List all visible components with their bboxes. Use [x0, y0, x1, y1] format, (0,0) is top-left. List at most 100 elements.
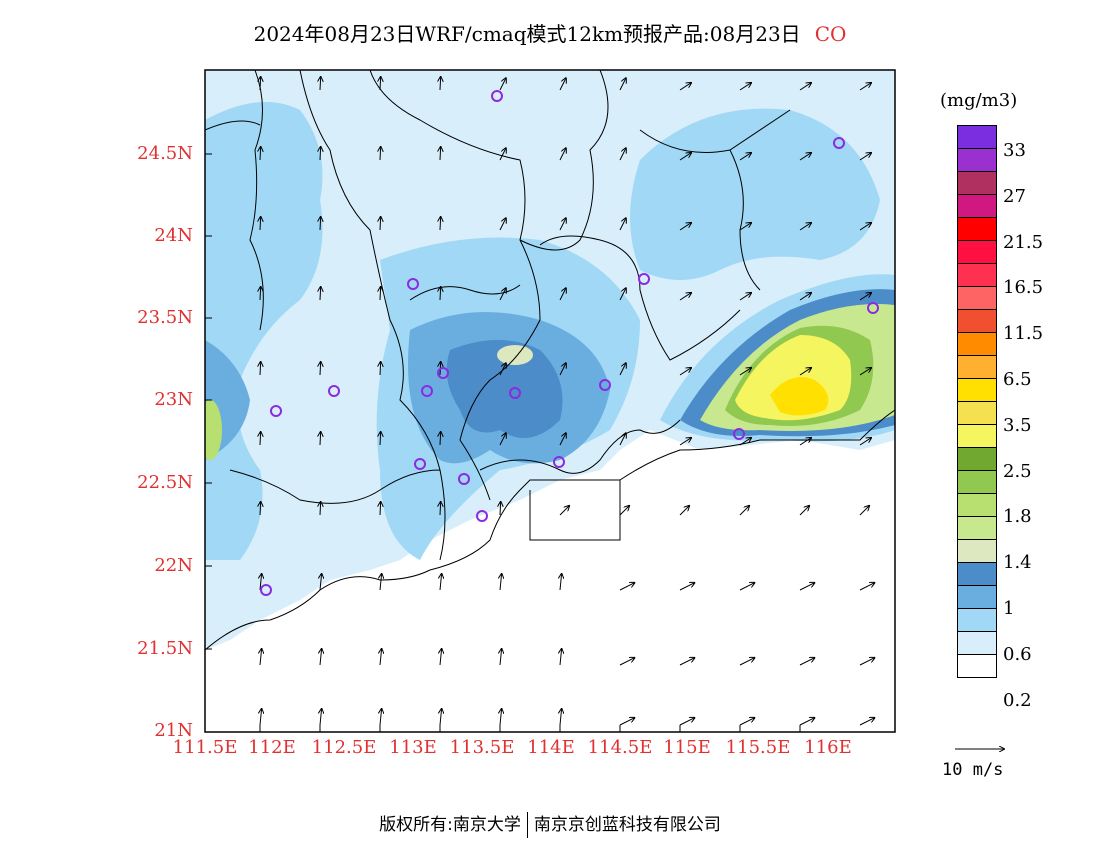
concentration-field [205, 70, 895, 732]
vector-legend-label: 10 m/s [942, 760, 1004, 780]
colorbar-swatch [957, 309, 997, 332]
wind-vectors [260, 77, 874, 726]
wind-arrow [320, 502, 321, 516]
axis-ticks [205, 153, 801, 732]
footer: 版权所有:南京大学 南京京创蓝科技有限公司 [0, 810, 1100, 838]
lon-label-116: 116E [804, 737, 852, 758]
wind-arrow [739, 153, 751, 161]
colorbar-swatch [957, 378, 997, 401]
wind-arrow [799, 368, 811, 376]
lon-label-113: 113E [389, 737, 437, 758]
wind-arrow [380, 217, 381, 231]
wind-arrow [500, 649, 502, 666]
wind-arrow [859, 438, 871, 446]
colorbar-label: 21.5 [1003, 231, 1044, 253]
wind-arrow [320, 432, 321, 446]
colorbar-swatch [957, 516, 997, 539]
wind-arrow [799, 223, 811, 231]
title-main: 2024年08月23日WRF/cmaq模式12km预报产品:08月23日 [253, 22, 801, 46]
wind-arrow [679, 438, 691, 446]
wind-arrow [560, 649, 562, 666]
wind-arrow [619, 433, 626, 446]
wind-arrow [679, 153, 691, 161]
wind-arrow [799, 153, 811, 161]
colorbar-swatch [957, 539, 997, 562]
lon-label-113.5: 113.5E [449, 737, 515, 758]
colorbar-label: 1.8 [1003, 506, 1032, 528]
wind-arrow [739, 718, 754, 726]
wind-arrow [499, 78, 506, 91]
wind-arrow [619, 78, 626, 91]
wind-arrow [440, 217, 441, 231]
footer-separator [526, 812, 528, 838]
wind-arrow [559, 218, 566, 231]
lon-label-112: 112E [248, 737, 296, 758]
wind-arrow [679, 583, 694, 591]
wind-arrow [260, 502, 261, 516]
wind-arrow [859, 718, 874, 726]
wind-arrow [440, 77, 441, 91]
wind-arrow [679, 293, 691, 301]
title-species: CO [814, 22, 847, 46]
wind-arrow [679, 718, 694, 726]
colorbar-swatch [957, 424, 997, 447]
colorbar-label: 2.5 [1003, 460, 1032, 482]
colorbar-swatch [957, 608, 997, 631]
wind-arrow [859, 293, 871, 301]
wind-arrow [380, 709, 382, 726]
wind-arrow [380, 574, 382, 591]
wind-arrow [559, 363, 566, 376]
lat-label-22: 22N [154, 555, 193, 576]
colorbar-swatch [957, 562, 997, 585]
colorbar-label: 27 [1003, 185, 1026, 207]
colorbar-swatch [957, 355, 997, 378]
wind-arrow [739, 83, 751, 91]
wind-arrow [320, 147, 321, 161]
wind-arrow [799, 583, 814, 591]
wind-arrow [679, 368, 691, 376]
wind-arrow [559, 506, 569, 516]
colorbar-swatch [957, 447, 997, 470]
wind-arrow [440, 502, 441, 516]
colorbar-label: 3.5 [1003, 414, 1032, 436]
wind-arrow [320, 709, 322, 726]
colorbar-swatch [957, 654, 997, 678]
wind-arrow [500, 709, 502, 726]
wind-arrow [619, 718, 634, 726]
colorbar-label: 33 [1003, 140, 1026, 161]
wind-arrow [260, 649, 262, 666]
wind-arrow [260, 287, 261, 301]
wind-arrow [559, 148, 566, 161]
wind-arrow [500, 502, 501, 516]
colorbar-label: 0.6 [1003, 643, 1032, 665]
colorbar-swatch [957, 470, 997, 493]
monitoring-stations [260, 90, 879, 596]
wind-arrow [440, 147, 441, 161]
lat-label-21: 21N [154, 720, 193, 741]
wind-arrow [499, 288, 506, 301]
colorbar-swatch [957, 171, 997, 194]
wind-arrow [260, 147, 261, 161]
wind-arrow [739, 506, 749, 516]
wind-arrow [559, 433, 566, 446]
wind-arrow [380, 77, 381, 91]
wind-arrow [380, 432, 381, 446]
colorbar-label: 0.2 [1003, 689, 1032, 711]
footer-right: 南京京创蓝科技有限公司 [533, 815, 721, 835]
lon-label-115: 115E [663, 737, 711, 758]
footer-left: 版权所有:南京大学 [379, 815, 521, 835]
wind-arrow [320, 287, 321, 301]
wind-arrow [619, 658, 634, 666]
colorbar-swatch [957, 194, 997, 217]
lat-label-22.5: 22.5N [137, 472, 193, 493]
wind-arrow [380, 649, 382, 666]
lon-label-114.5: 114.5E [587, 737, 653, 758]
wind-arrow [260, 362, 261, 376]
wind-arrow [679, 658, 694, 666]
wind-arrow [380, 287, 381, 301]
wind-arrow [799, 83, 811, 91]
wind-arrow [260, 217, 261, 231]
wind-arrow [859, 658, 874, 666]
colorbar-swatch [957, 286, 997, 309]
field-1-spot-west [205, 400, 222, 460]
